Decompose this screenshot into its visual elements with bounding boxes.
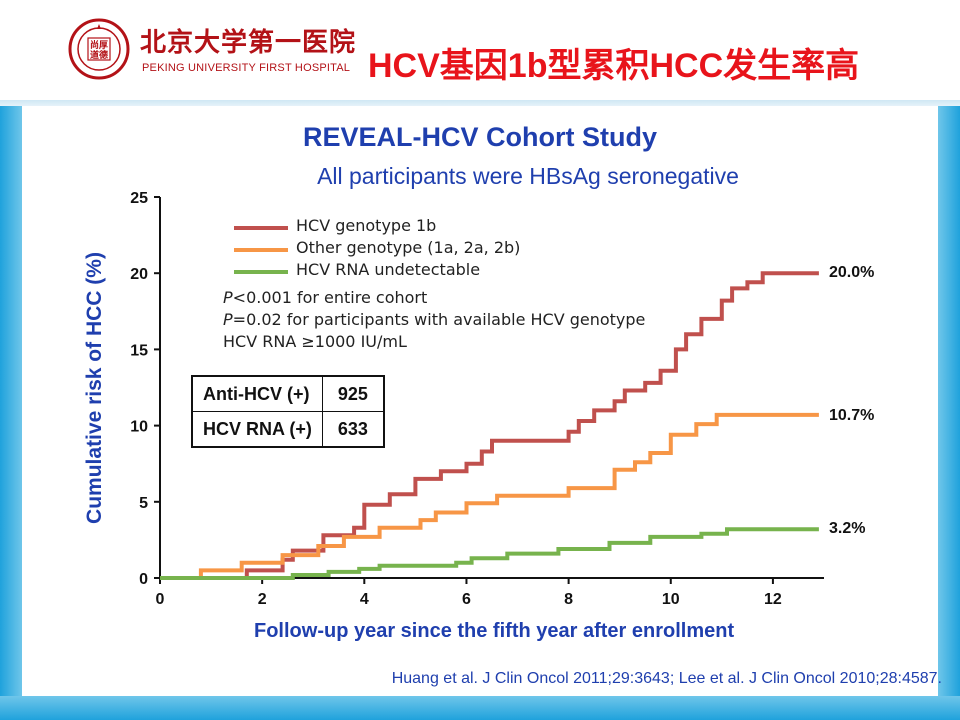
table-cell-value: 633	[321, 411, 385, 448]
hospital-name-cn: 北京大学第一医院	[140, 28, 357, 58]
x-tick-label: 2	[258, 591, 267, 608]
p-value-note-genotype: P=0.02 for participants with available H…	[223, 310, 646, 329]
table-cell-value: 925	[321, 375, 385, 412]
y-tick-label: 0	[139, 571, 148, 588]
y-axis-label: Cumulative risk of HCC (%)	[83, 252, 106, 524]
legend-label-rna-undetectable: HCV RNA undetectable	[296, 260, 481, 279]
background-bottom	[0, 696, 960, 720]
x-tick-label: 6	[462, 591, 471, 608]
y-tick-label: 5	[139, 495, 148, 512]
hospital-name-en: PEKING UNIVERSITY FIRST HOSPITAL	[142, 62, 351, 74]
header-divider	[0, 100, 960, 106]
y-tick-label: 25	[130, 190, 148, 207]
table-cell-label: Anti-HCV (+)	[191, 375, 323, 412]
x-tick-label: 12	[764, 591, 782, 608]
legend-swatch-rna-undetectable	[234, 270, 288, 274]
hospital-logo: 尚厚 道德 北京大学第一医院 PEKING UNIVERSITY FIRST H…	[68, 18, 355, 82]
end-label-genotype-1b: 20.0%	[829, 264, 875, 281]
participant-counts-table: Anti-HCV (+) 925 HCV RNA (+) 633	[191, 375, 385, 448]
citation: Huang et al. J Clin Oncol 2011;29:3643; …	[391, 670, 942, 687]
legend-label-other-genotype: Other genotype (1a, 2a, 2b)	[296, 238, 521, 257]
chart-series	[160, 271, 819, 580]
series-line-other-genotype	[160, 412, 819, 580]
legend-label-genotype-1b: HCV genotype 1b	[296, 216, 437, 235]
series-line-rna-undetectable	[160, 527, 819, 580]
end-label-rna-undetectable: 3.2%	[829, 520, 866, 537]
background-left	[0, 106, 22, 720]
hospital-seal-icon: 尚厚 道德	[68, 18, 130, 80]
x-tick-label: 0	[156, 591, 165, 608]
x-axis-label: Follow-up year since the fifth year afte…	[254, 620, 735, 642]
x-tick-label: 4	[360, 591, 369, 608]
background-right	[938, 106, 960, 720]
table-row: Anti-HCV (+) 925	[191, 375, 385, 412]
rna-threshold-note: HCV RNA ≥1000 IU/mL	[223, 332, 407, 351]
y-tick-label: 20	[130, 266, 148, 283]
svg-text:尚厚: 尚厚	[90, 39, 108, 51]
legend-swatch-other-genotype	[234, 248, 288, 252]
content-panel	[22, 106, 938, 696]
x-tick-label: 10	[662, 591, 680, 608]
table-cell-label: HCV RNA (+)	[191, 411, 323, 448]
p-value-notes: P<0.001 for entire cohort P=0.02 for par…	[223, 288, 645, 354]
slide-title: HCV基因1b型累积HCC发生率高	[368, 47, 860, 85]
svg-text:道德: 道德	[90, 49, 108, 61]
end-label-other-genotype: 10.7%	[829, 407, 875, 424]
y-tick-label: 10	[130, 419, 148, 436]
x-tick-label: 8	[564, 591, 573, 608]
chart-subtitle: All participants were HBsAg seronegative	[317, 163, 739, 189]
p-value-note-cohort: P<0.001 for entire cohort	[223, 288, 428, 307]
table-row: HCV RNA (+) 633	[191, 411, 385, 448]
legend-swatch-genotype-1b	[234, 226, 288, 230]
chart-title: REVEAL-HCV Cohort Study	[303, 122, 657, 152]
slide-header: 尚厚 道德 北京大学第一医院 PEKING UNIVERSITY FIRST H…	[0, 0, 960, 100]
y-tick-label: 15	[130, 342, 148, 359]
